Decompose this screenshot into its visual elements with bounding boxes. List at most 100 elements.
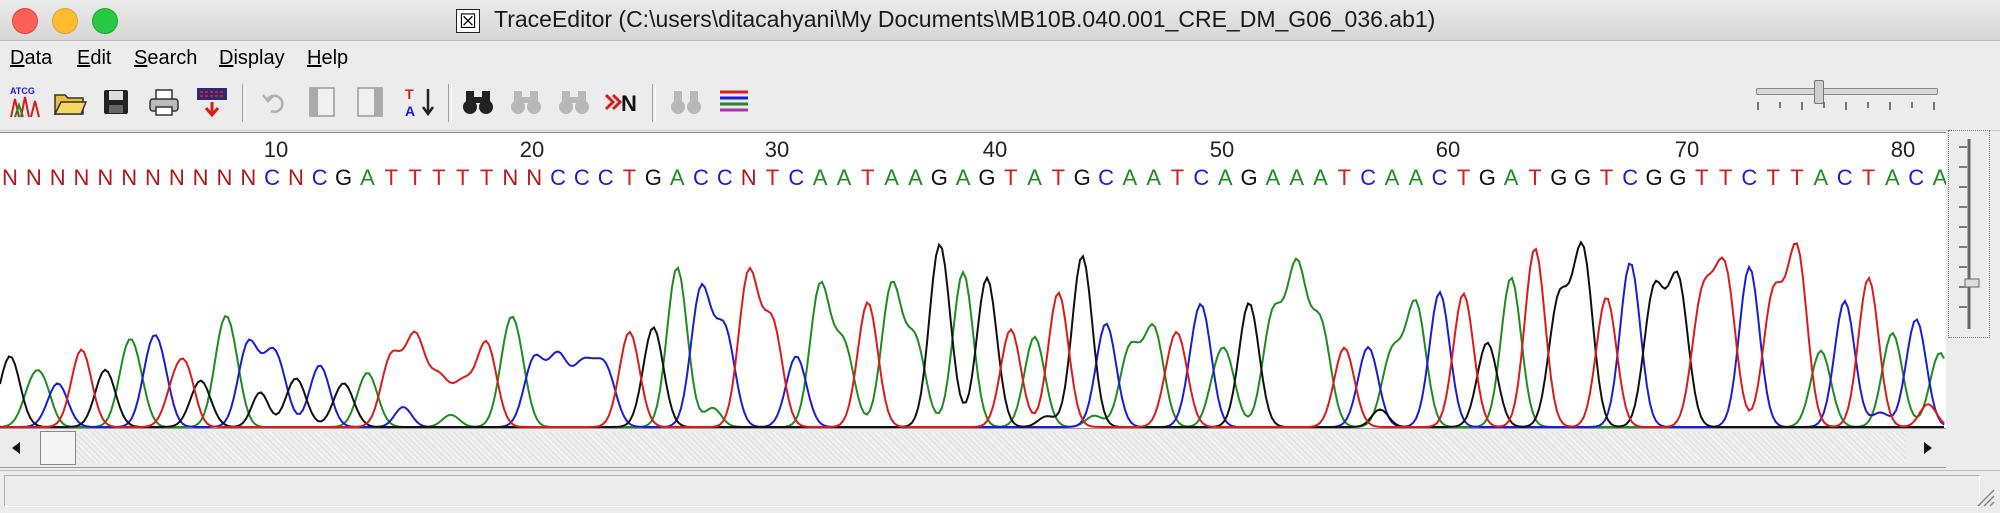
base-call[interactable]: N <box>145 165 161 190</box>
base-call[interactable]: C <box>1908 165 1924 190</box>
undo-icon[interactable] <box>256 84 292 120</box>
base-call[interactable]: G <box>335 165 352 190</box>
base-call[interactable]: G <box>978 165 995 190</box>
menu-help[interactable]: Help <box>307 47 348 70</box>
base-call[interactable]: T <box>408 165 421 190</box>
base-call[interactable]: A <box>360 165 375 190</box>
base-call[interactable]: A <box>884 165 899 190</box>
base-call[interactable]: A <box>1289 165 1304 190</box>
base-call[interactable]: G <box>1646 165 1663 190</box>
base-call[interactable]: C <box>788 165 804 190</box>
base-call[interactable]: T <box>623 165 636 190</box>
base-call[interactable]: N <box>526 165 542 190</box>
base-call[interactable]: T <box>861 165 874 190</box>
horizontal-scrollbar[interactable] <box>0 428 1946 468</box>
base-call[interactable]: T <box>1600 165 1613 190</box>
base-call[interactable]: A <box>956 165 971 190</box>
base-call[interactable]: N <box>193 165 209 190</box>
base-call[interactable]: T <box>1052 165 1065 190</box>
save-icon[interactable] <box>98 84 134 120</box>
base-call[interactable]: G <box>1574 165 1591 190</box>
base-call[interactable]: G <box>931 165 948 190</box>
base-call[interactable]: T <box>385 165 398 190</box>
base-call[interactable]: A <box>1504 165 1519 190</box>
base-call[interactable]: C <box>264 165 280 190</box>
base-call[interactable]: C <box>1098 165 1114 190</box>
base-call[interactable]: A <box>813 165 828 190</box>
next-n-icon[interactable]: N <box>604 84 644 120</box>
print-icon[interactable] <box>146 84 182 120</box>
base-call[interactable]: T <box>1766 165 1779 190</box>
base-call[interactable]: G <box>1669 165 1686 190</box>
base-call[interactable]: G <box>1479 165 1496 190</box>
base-call[interactable]: T <box>1004 165 1017 190</box>
base-call[interactable]: T <box>480 165 493 190</box>
maximize-window-button[interactable] <box>92 8 118 34</box>
trace-panel[interactable]: 10 20 30 40 50 60 70 80 N N N N N N N N N N N C N C G A T T T T T N N C… <box>0 132 1946 429</box>
export-icon[interactable] <box>194 84 230 120</box>
base-call[interactable]: T <box>1719 165 1732 190</box>
base-call[interactable]: C <box>550 165 566 190</box>
base-call[interactable]: C <box>574 165 590 190</box>
base-call[interactable]: T <box>432 165 445 190</box>
base-call[interactable]: N <box>74 165 90 190</box>
menu-display[interactable]: Display <box>219 47 285 70</box>
base-call[interactable]: N <box>741 165 757 190</box>
base-call[interactable]: C <box>717 165 733 190</box>
find-all-icon[interactable] <box>668 84 704 120</box>
base-call[interactable]: C <box>1622 165 1638 190</box>
find-next-icon[interactable] <box>508 84 544 120</box>
base-call[interactable]: A <box>1218 165 1233 190</box>
base-call[interactable]: A <box>1885 165 1900 190</box>
base-call[interactable]: C <box>1741 165 1757 190</box>
base-call[interactable]: G <box>1074 165 1091 190</box>
base-call[interactable]: N <box>26 165 42 190</box>
menu-data[interactable]: Data <box>10 47 52 70</box>
left-panel-icon[interactable] <box>304 84 340 120</box>
scroll-right-arrow[interactable] <box>1912 433 1942 463</box>
base-call[interactable]: T <box>766 165 779 190</box>
color-lines-icon[interactable] <box>716 84 752 120</box>
base-call[interactable]: C <box>693 165 709 190</box>
base-call[interactable]: A <box>908 165 923 190</box>
base-call[interactable]: C <box>598 165 614 190</box>
base-call[interactable]: A <box>670 165 685 190</box>
base-call[interactable]: A <box>1933 165 1946 190</box>
base-call[interactable]: N <box>2 165 18 190</box>
base-call[interactable]: A <box>837 165 852 190</box>
scroll-thumb[interactable] <box>40 431 76 465</box>
base-call[interactable]: N <box>121 165 137 190</box>
base-call[interactable]: A <box>1265 165 1280 190</box>
base-call[interactable]: A <box>1385 165 1400 190</box>
base-call[interactable]: C <box>1360 165 1376 190</box>
minimize-window-button[interactable] <box>52 8 78 34</box>
base-call[interactable]: N <box>216 165 232 190</box>
resize-grip-icon[interactable] <box>1974 486 1996 508</box>
base-call[interactable]: A <box>1313 165 1328 190</box>
zoom-slider-thumb[interactable] <box>1814 80 1824 104</box>
base-call[interactable]: T <box>1338 165 1351 190</box>
scroll-left-arrow[interactable] <box>2 433 32 463</box>
scroll-track[interactable] <box>76 432 1906 463</box>
atgc-icon[interactable]: ATCG <box>8 84 44 120</box>
vertical-scale-thumb[interactable] <box>1964 278 1980 288</box>
base-call[interactable]: N <box>97 165 113 190</box>
open-folder-icon[interactable] <box>52 84 88 120</box>
base-call[interactable]: G <box>645 165 662 190</box>
base-call[interactable]: T <box>1862 165 1875 190</box>
base-call[interactable]: A <box>1814 165 1829 190</box>
base-call[interactable]: T <box>1171 165 1184 190</box>
base-call[interactable]: A <box>1123 165 1138 190</box>
base-call[interactable]: A <box>1027 165 1042 190</box>
menu-edit[interactable]: Edit <box>77 47 111 70</box>
base-call[interactable]: C <box>1193 165 1209 190</box>
base-call[interactable]: T <box>1457 165 1470 190</box>
base-call[interactable]: N <box>50 165 66 190</box>
find-previous-icon[interactable] <box>556 84 592 120</box>
close-window-button[interactable] <box>12 8 38 34</box>
base-call[interactable]: G <box>1550 165 1567 190</box>
base-call[interactable]: N <box>288 165 304 190</box>
base-call[interactable]: A <box>1146 165 1161 190</box>
binoculars-icon[interactable] <box>460 84 496 120</box>
